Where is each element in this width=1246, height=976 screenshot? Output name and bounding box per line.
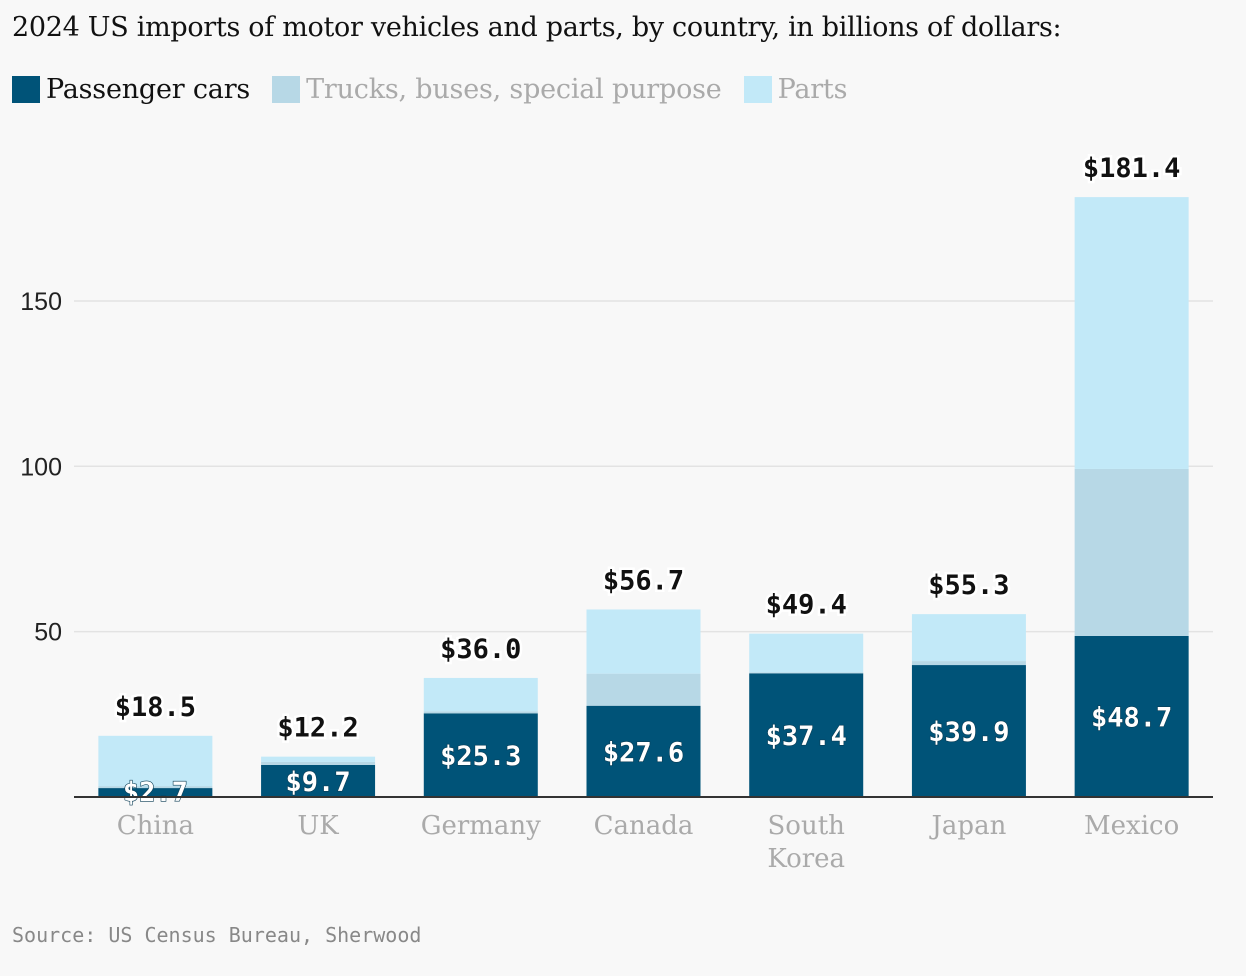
data-label-passenger-germany: $25.3 [440,741,521,772]
bar-segment-mexico-2 [1074,197,1189,469]
x-tick-label-uk: UK [297,811,339,841]
bar-segment-japan-1 [911,661,1026,666]
total-label-uk: $12.2 [277,713,358,744]
bar-segment-south-korea-0 [749,673,864,797]
y-tick-label-100: 100 [20,453,62,481]
data-label-passenger-south-korea: $37.4 [766,721,847,752]
legend-label-parts: Parts [777,74,848,105]
data-label-passenger-china: $2.7 [123,777,188,808]
total-label-germany: $36.0 [440,634,521,665]
legend: Passenger cars Trucks, buses, special pu… [12,74,869,105]
legend-label-trucks: Trucks, buses, special purpose [306,74,722,105]
source-note: Source: US Census Bureau, Sherwood [12,923,422,947]
bar-segment-germany-1 [423,711,538,714]
x-tick-label-south-korea: South Korea [767,811,845,874]
x-tick-label-china: China [117,811,194,841]
x-tick-label-mexico: Mexico [1084,811,1179,841]
bar-segment-germany-2 [423,677,538,712]
y-tick-label-50: 50 [34,619,62,647]
legend-swatch-trucks [272,76,301,103]
data-label-passenger-canada: $27.6 [603,737,684,768]
bar-segment-mexico-0 [1074,635,1189,797]
bar-segment-china-1 [98,786,213,789]
bar-segment-mexico-1 [1074,468,1189,636]
legend-item-trucks: Trucks, buses, special purpose [272,74,722,105]
bar-segment-canada-2 [586,609,701,674]
data-label-passenger-japan: $39.9 [928,717,1009,748]
bar-segment-uk-1 [261,761,376,765]
bar-segment-china-2 [98,735,213,787]
data-label-passenger-mexico: $48.7 [1091,702,1172,733]
legend-swatch-passenger-cars [12,76,40,103]
data-label-passenger-uk: $9.7 [286,767,351,798]
bar-segment-japan-2 [911,614,1026,662]
total-label-japan: $55.3 [928,570,1009,601]
bar-segment-south-korea-2 [749,633,864,673]
y-tick-label-150: 150 [20,288,62,316]
x-tick-label-japan: Japan [929,811,1007,841]
legend-item-parts: Parts [743,74,848,105]
total-label-mexico: $181.4 [1083,153,1181,184]
bar-segment-canada-0 [586,705,701,797]
bar-segment-uk-0 [261,764,376,797]
bar-segment-germany-0 [423,713,538,797]
legend-label-passenger-cars: Passenger cars [46,74,251,105]
bar-segment-south-korea-1 [749,672,864,674]
x-tick-label-germany: Germany [421,811,541,841]
bar-segment-canada-1 [586,673,701,706]
legend-item-passenger-cars: Passenger cars [12,74,250,105]
legend-swatch-parts [743,76,772,103]
bar-segment-uk-2 [261,756,376,762]
x-tick-label-canada: Canada [594,811,694,841]
chart-title: 2024 US imports of motor vehicles and pa… [12,12,1062,43]
total-label-canada: $56.7 [603,565,684,596]
total-label-china: $18.5 [115,692,196,723]
total-label-south-korea: $49.4 [766,590,847,621]
bar-segment-china-0 [98,788,213,797]
bar-segment-japan-0 [911,665,1026,797]
